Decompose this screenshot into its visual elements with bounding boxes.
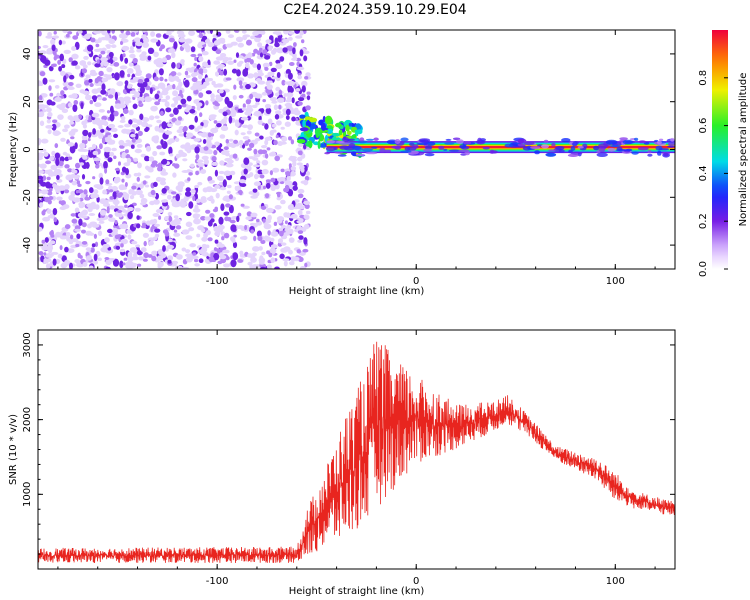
colorbar	[712, 30, 728, 269]
colorbar-tick-label: 0.8	[698, 70, 709, 86]
x-tick-label: 100	[606, 576, 625, 587]
x-tick-label: 100	[606, 276, 625, 287]
y-tick-label: 40	[22, 48, 33, 61]
colorbar-tick-label: 0.0	[698, 261, 709, 277]
spectrogram-area	[38, 30, 675, 269]
y-tick-label: 20	[22, 95, 33, 108]
y-tick-label: -40	[22, 237, 33, 253]
colorbar-tick-label: 0.6	[698, 118, 709, 134]
x-axis-label: Height of straight line (km)	[289, 586, 425, 597]
colorbar-tick-label: 0.4	[698, 165, 709, 181]
y-axis-label: Frequency (Hz)	[8, 112, 19, 188]
x-axis-label: Height of straight line (km)	[289, 286, 425, 297]
colorbar-label: Normalized spectral amplitude	[738, 73, 749, 227]
x-tick-label: -100	[206, 576, 229, 587]
y-tick-label: -20	[22, 189, 33, 205]
x-tick-label: 0	[413, 276, 419, 287]
y-tick-label: 2000	[22, 407, 33, 432]
x-tick-label: 0	[413, 576, 419, 587]
y-tick-label: 1000	[22, 482, 33, 507]
y-tick-label: 3000	[22, 332, 33, 357]
snr-series-line	[38, 341, 675, 564]
chart-title: C2E4.2024.359.10.29.E04	[283, 2, 467, 18]
x-tick-label: -100	[206, 276, 229, 287]
colorbar-tick-label: 0.2	[698, 213, 709, 229]
y-axis-label: SNR (10 * v/v)	[8, 414, 19, 485]
y-tick-label: 0	[22, 146, 33, 152]
